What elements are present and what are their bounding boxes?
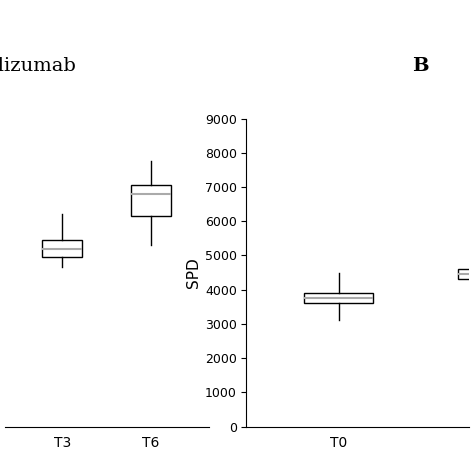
PathPatch shape <box>131 185 171 216</box>
PathPatch shape <box>42 240 82 257</box>
PathPatch shape <box>304 293 373 303</box>
Y-axis label: SPD: SPD <box>186 257 201 288</box>
PathPatch shape <box>458 269 474 279</box>
Text: B: B <box>412 57 429 75</box>
Text: olizumab: olizumab <box>0 57 76 75</box>
